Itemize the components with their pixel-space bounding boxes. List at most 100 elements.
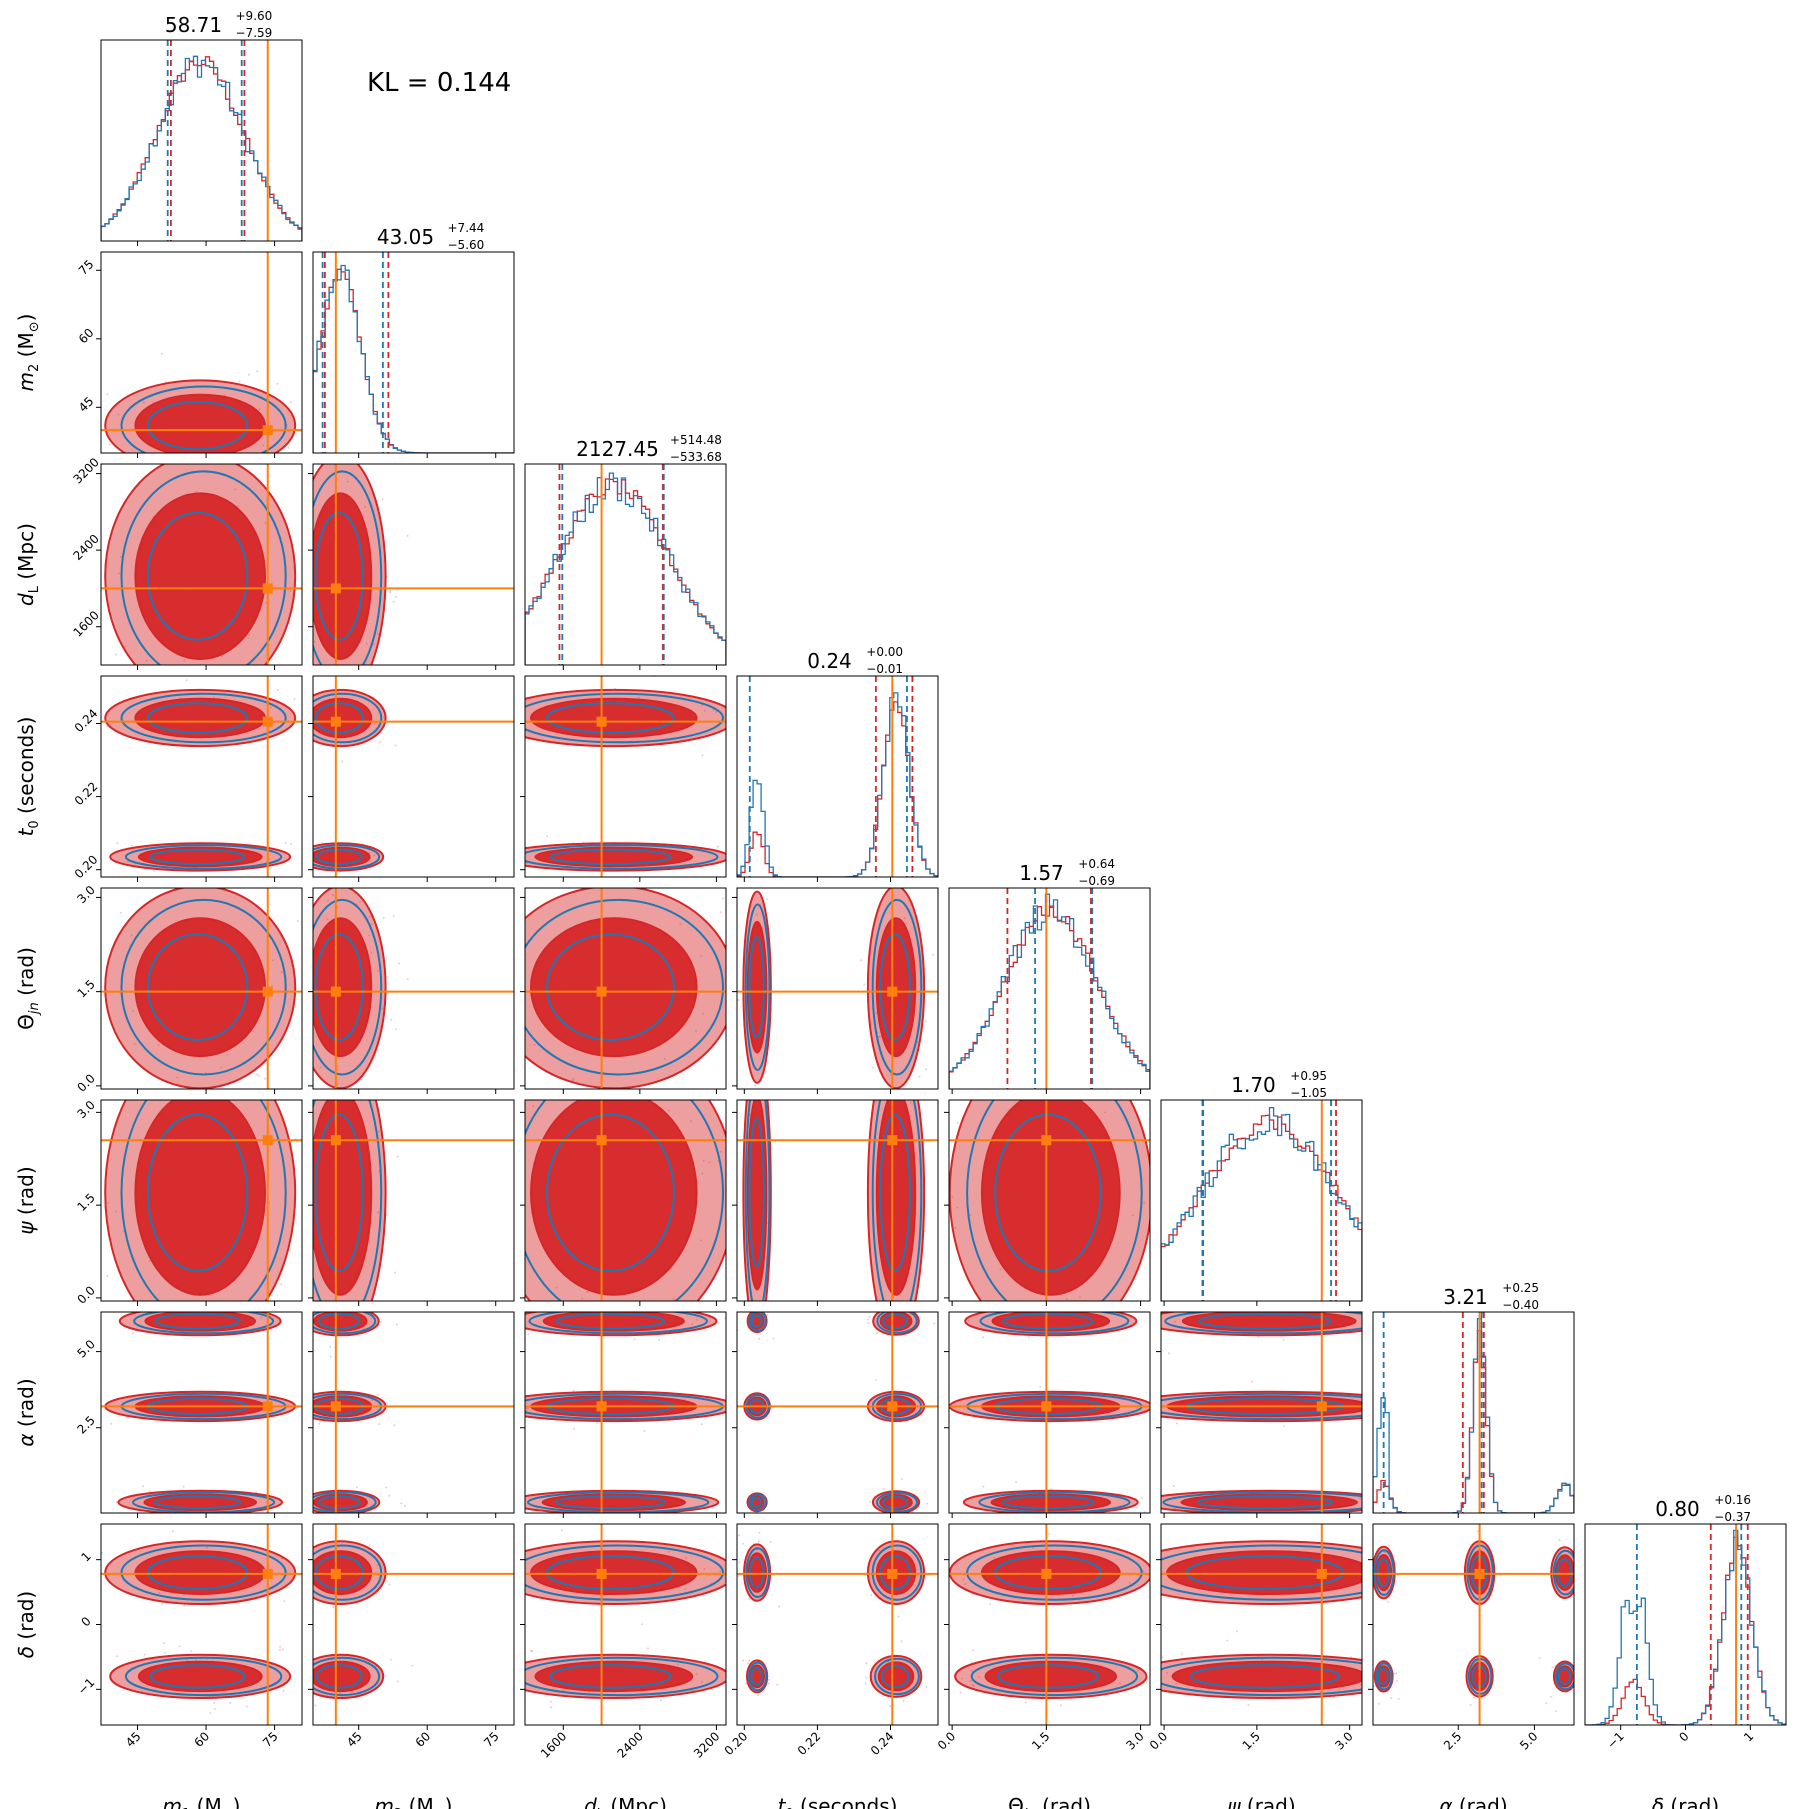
y-tick-label: 1.5 xyxy=(74,977,97,1000)
contour-model-b-outer xyxy=(124,844,283,870)
contour-model-b-outer xyxy=(313,1656,381,1697)
sample-point xyxy=(745,1682,748,1685)
contour-model-b-inner xyxy=(1002,1312,1094,1330)
sample-point xyxy=(380,1321,383,1323)
sample-point xyxy=(940,1173,942,1175)
sample-point xyxy=(738,1561,741,1564)
contour-model-b-inner xyxy=(879,933,911,1041)
sample-point xyxy=(296,920,299,923)
sample-point xyxy=(1059,1308,1061,1310)
histogram-title: 1.57 xyxy=(1019,861,1064,885)
sample-point xyxy=(964,1582,967,1585)
sample-point xyxy=(1397,1697,1400,1700)
sample-point xyxy=(163,454,165,456)
sample-point xyxy=(572,1389,575,1392)
sample-point xyxy=(875,1100,878,1103)
truth-marker xyxy=(262,1401,273,1412)
sample-point xyxy=(1155,1414,1157,1416)
sample-point xyxy=(190,1650,193,1653)
sample-point xyxy=(483,697,485,699)
sample-point xyxy=(276,1306,278,1308)
truth-marker xyxy=(330,1135,341,1146)
sample-point xyxy=(1136,1669,1139,1672)
sample-point xyxy=(1261,1658,1264,1661)
sample-point xyxy=(778,1045,780,1047)
sample-point xyxy=(322,1083,324,1085)
x-tick-label: 3200 xyxy=(691,1729,722,1760)
sample-point xyxy=(280,1283,283,1286)
histogram-model-a xyxy=(313,268,514,453)
sample-point xyxy=(1396,1680,1399,1682)
title-minus: −0.69 xyxy=(1078,874,1115,888)
x-tick-label: 0.20 xyxy=(722,1729,751,1758)
sample-point xyxy=(726,731,728,733)
y-tick-label: 2.5 xyxy=(74,1413,97,1436)
sample-point xyxy=(229,1702,232,1704)
panel-m1-vs-delta: 45 60 75 −1 0 1 xyxy=(75,1523,303,1750)
sample-point xyxy=(158,1592,161,1594)
sample-point xyxy=(1090,1651,1092,1653)
sample-point xyxy=(260,1316,263,1319)
sample-point xyxy=(922,881,924,883)
sample-point xyxy=(143,1653,146,1656)
sample-point xyxy=(737,999,740,1001)
sample-point xyxy=(869,1500,872,1503)
x-tick-label: 45 xyxy=(123,1729,144,1750)
title-minus: −0.37 xyxy=(1714,1510,1751,1524)
panel-frame xyxy=(312,675,515,878)
sample-point xyxy=(304,417,306,419)
sample-point xyxy=(977,1094,979,1096)
sample-point xyxy=(319,1066,322,1069)
sample-point xyxy=(385,1486,388,1489)
sample-point xyxy=(1359,1496,1362,1499)
sample-point xyxy=(359,901,362,903)
sample-point xyxy=(284,883,286,885)
contour-model-b-inner xyxy=(146,511,249,641)
sample-point xyxy=(70,1356,72,1358)
contour-model-b-outer xyxy=(747,1661,768,1692)
title-plus: +0.25 xyxy=(1502,1281,1539,1295)
panel-m2-vs-alpha xyxy=(291,1311,515,1518)
sample-point xyxy=(942,909,944,911)
sample-point xyxy=(404,1505,406,1507)
sample-point xyxy=(521,1327,523,1329)
sample-point xyxy=(307,764,309,766)
sample-point xyxy=(183,1604,186,1607)
sample-point xyxy=(276,382,279,385)
sample-point xyxy=(742,1292,744,1294)
contour-model-b-outer xyxy=(748,1493,767,1512)
contour-model-b-outer xyxy=(525,692,724,744)
sample-point xyxy=(381,498,384,501)
sample-point xyxy=(572,1077,575,1080)
sample-point xyxy=(768,1678,770,1681)
sample-point xyxy=(247,373,250,376)
panel-frame xyxy=(312,463,515,666)
sample-point xyxy=(1001,1519,1003,1521)
sample-point xyxy=(679,923,682,926)
truth-marker xyxy=(887,1135,898,1146)
sample-point xyxy=(313,1391,316,1394)
sample-point xyxy=(769,1541,772,1543)
sample-point xyxy=(377,1211,380,1214)
contour-model-b-inner xyxy=(315,1664,363,1689)
sample-point xyxy=(771,1043,773,1045)
sample-point xyxy=(521,681,523,683)
sample-point xyxy=(289,1081,291,1083)
contour-model-b-inner xyxy=(314,1113,364,1272)
sample-point xyxy=(695,1673,698,1676)
sample-point xyxy=(142,401,145,404)
sample-point xyxy=(329,1355,332,1358)
sample-point xyxy=(309,712,311,714)
sample-point xyxy=(874,1378,877,1381)
sample-point xyxy=(867,1322,870,1324)
sample-point xyxy=(376,969,379,972)
contour-model-b-outer xyxy=(313,692,383,744)
sample-point xyxy=(1366,1520,1368,1522)
sample-point xyxy=(289,590,292,592)
sample-point xyxy=(291,1504,293,1506)
y-tick-label: 1600 xyxy=(70,608,101,639)
sample-point xyxy=(530,1649,532,1652)
sample-point xyxy=(822,1303,824,1305)
sample-point xyxy=(703,1567,706,1570)
sample-point xyxy=(527,1333,530,1336)
